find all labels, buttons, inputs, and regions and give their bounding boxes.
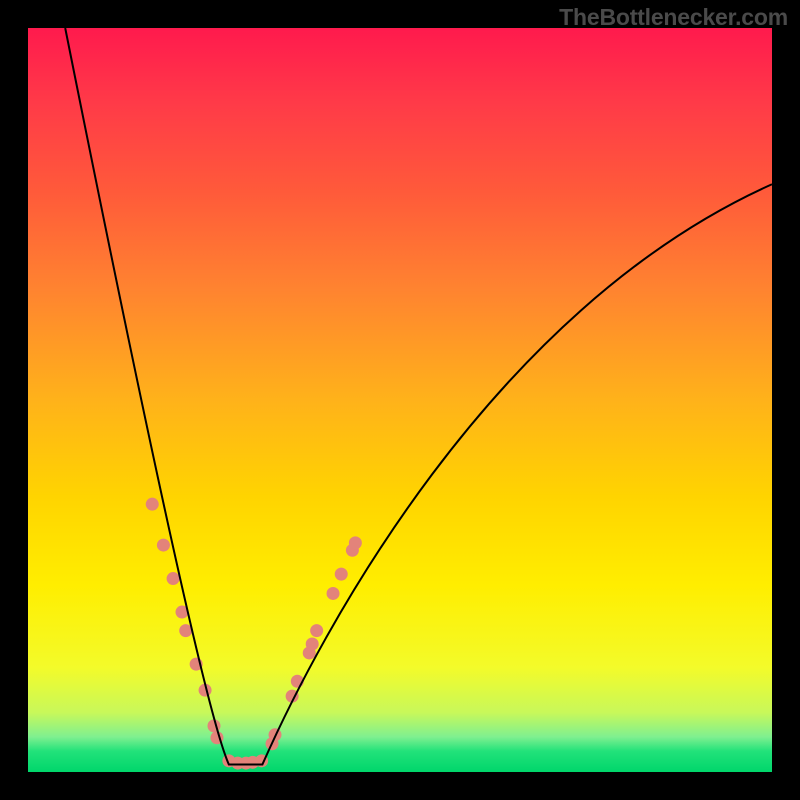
watermark-text: TheBottlenecker.com bbox=[559, 4, 788, 31]
chart-frame: TheBottlenecker.com bbox=[0, 0, 800, 800]
gradient-background bbox=[28, 28, 772, 772]
plot-area bbox=[28, 28, 772, 772]
